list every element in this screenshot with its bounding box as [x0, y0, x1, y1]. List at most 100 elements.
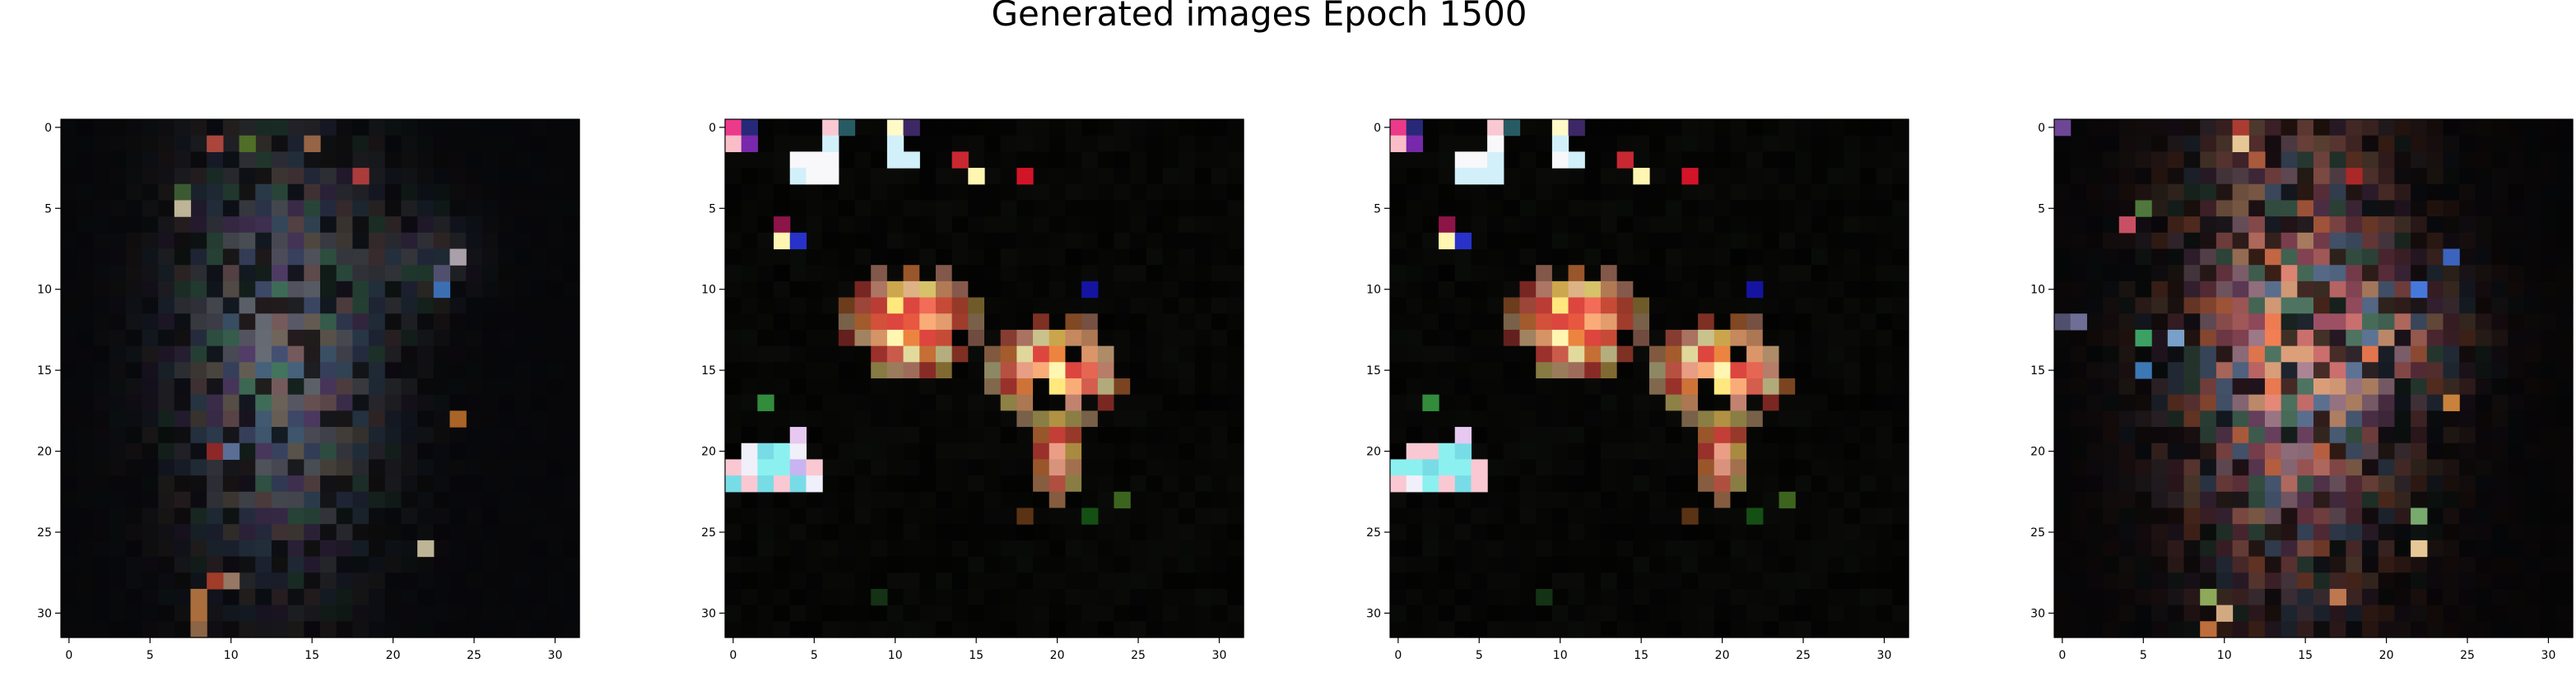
- pixel-cell: [320, 232, 337, 250]
- pixel-cell: [1811, 459, 1829, 476]
- pixel-cell: [2346, 248, 2363, 266]
- pixel-cell: [757, 265, 774, 282]
- pixel-cell: [2118, 168, 2137, 185]
- pixel-cell: [1519, 427, 1537, 444]
- pixel-cell: [1422, 507, 1439, 525]
- pixel-cell: [2556, 216, 2574, 234]
- pixel-cell: [93, 540, 110, 558]
- pixel-cell: [1097, 151, 1115, 169]
- pixel-cell: [1584, 556, 1602, 573]
- pixel-cell: [1876, 248, 1893, 266]
- pixel-cell: [2103, 280, 2120, 299]
- pixel-cell: [1811, 168, 1829, 185]
- y-tick-label: 20: [701, 446, 716, 459]
- pixel-cell: [207, 588, 224, 606]
- pixel-cell: [93, 524, 110, 541]
- pixel-cell: [1762, 345, 1780, 363]
- pixel-cell: [1439, 621, 1456, 638]
- pixel-cell: [2475, 216, 2493, 234]
- pixel-cell: [1114, 524, 1131, 541]
- pixel-cell: [1536, 491, 1553, 509]
- pixel-cell: [2183, 394, 2201, 411]
- pixel-cell: [1649, 378, 1667, 396]
- pixel-cell: [1081, 459, 1099, 476]
- pixel-cell: [789, 378, 807, 396]
- y-tick-label: 15: [2030, 364, 2045, 378]
- pixel-cell: [1892, 362, 1909, 379]
- pixel-cell: [2394, 588, 2411, 606]
- pixel-cell: [2523, 394, 2541, 411]
- pixel-cell: [1519, 507, 1537, 525]
- pixel-cell: [725, 265, 742, 282]
- pixel-cell: [2329, 427, 2346, 444]
- pixel-cell: [530, 442, 548, 461]
- pixel-cell: [2248, 200, 2266, 217]
- pixel-cell: [1844, 556, 1861, 573]
- pixel-cell: [1730, 507, 1747, 525]
- pixel-cell: [1194, 248, 1212, 266]
- pixel-cell: [449, 588, 467, 606]
- pixel-cell: [789, 151, 807, 169]
- pixel-cell: [951, 280, 969, 299]
- pixel-cell: [2556, 605, 2574, 622]
- pixel-cell: [1795, 605, 1812, 622]
- pixel-cell: [935, 280, 953, 299]
- pixel-cell: [401, 345, 418, 363]
- pixel-cell: [190, 475, 207, 493]
- pixel-cell: [935, 248, 953, 266]
- pixel-cell: [2200, 410, 2217, 428]
- pixel-cell: [1454, 232, 1472, 250]
- pixel-cell: [1551, 329, 1569, 347]
- pixel-cell: [563, 540, 580, 558]
- pixel-cell: [2054, 621, 2071, 638]
- pixel-cell: [352, 265, 370, 282]
- pixel-cell: [1114, 362, 1131, 379]
- pixel-cell: [854, 427, 872, 444]
- pixel-cell: [1859, 410, 1877, 428]
- pixel-cell: [822, 135, 839, 152]
- pixel-cell: [1762, 605, 1780, 622]
- pixel-cell: [1584, 200, 1602, 217]
- pixel-cell: [2411, 297, 2428, 314]
- pixel-cell: [2411, 540, 2428, 558]
- pixel-cell: [2540, 556, 2557, 573]
- pixel-cell: [1519, 605, 1537, 622]
- pixel-cell: [757, 410, 774, 428]
- pixel-cell: [1049, 119, 1067, 137]
- pixel-cell: [1746, 280, 1764, 299]
- pixel-cell: [1130, 313, 1147, 331]
- pixel-cell: [919, 491, 937, 509]
- pixel-cell: [142, 200, 159, 217]
- pixel-cell: [563, 232, 580, 250]
- pixel-cell: [2232, 280, 2249, 299]
- pixel-cell: [1454, 394, 1472, 411]
- pixel-cell: [1471, 378, 1488, 396]
- pixel-cell: [1633, 475, 1650, 493]
- pixel-cell: [1227, 524, 1244, 541]
- pixel-cell: [190, 459, 207, 476]
- pixel-cell: [1211, 232, 1228, 250]
- pixel-cell: [2378, 491, 2396, 509]
- pixel-cell: [2329, 362, 2346, 379]
- pixel-cell: [481, 378, 500, 396]
- pixel-cell: [1827, 135, 1844, 152]
- pixel-cell: [2346, 183, 2363, 202]
- pixel-cell: [1616, 394, 1634, 411]
- pixel-cell: [77, 572, 94, 590]
- pixel-cell: [2297, 572, 2314, 590]
- pixel-cell: [919, 345, 937, 363]
- pixel-cell: [1439, 572, 1456, 590]
- pixel-cell: [498, 297, 515, 314]
- pixel-cell: [222, 507, 240, 525]
- pixel-cell: [1795, 556, 1812, 573]
- pixel-cell: [1211, 151, 1228, 169]
- pixel-cell: [222, 232, 240, 250]
- pixel-cell: [304, 151, 321, 169]
- pixel-cell: [2103, 216, 2120, 234]
- pixel-cell: [1536, 183, 1553, 202]
- pixel-cell: [222, 119, 240, 137]
- pixel-cell: [1779, 265, 1796, 282]
- pixel-cell: [1081, 183, 1099, 202]
- pixel-cell: [401, 507, 418, 525]
- pixel-cell: [255, 572, 272, 590]
